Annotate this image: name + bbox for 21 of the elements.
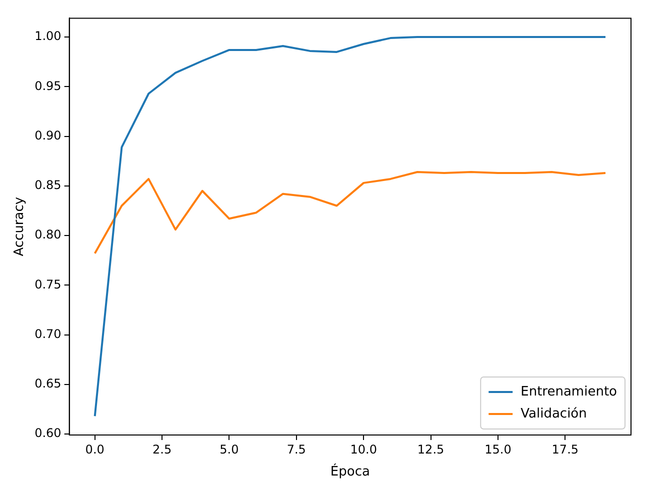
legend-label: Entrenamiento — [520, 384, 618, 400]
x-tick-label: 12.5 — [417, 442, 444, 456]
legend-label: Validación — [520, 406, 587, 422]
y-axis-title: Accuracy — [12, 196, 28, 256]
y-tick-label: 0.95 — [34, 78, 62, 93]
y-tick-label: 0.65 — [34, 376, 62, 391]
x-tick-label: 5.0 — [220, 442, 239, 456]
x-tick-label: 0.0 — [85, 442, 104, 456]
y-tick-label: 0.75 — [34, 277, 62, 292]
x-tick-label: 10.0 — [350, 442, 377, 456]
y-tick-label: 0.60 — [34, 426, 62, 440]
x-tick-label: 15.0 — [484, 442, 512, 456]
x-axis-title: Época — [330, 462, 370, 480]
x-tick-label: 17.5 — [552, 442, 579, 456]
y-tick-label: 1.00 — [34, 29, 62, 44]
x-tick-label: 2.5 — [152, 442, 172, 456]
y-tick-label: 0.70 — [34, 326, 62, 341]
x-tick-label: 7.5 — [286, 442, 306, 456]
y-tick-label: 0.85 — [34, 178, 62, 192]
y-tick-label: 0.90 — [34, 128, 62, 142]
y-tick-label: 0.80 — [34, 228, 62, 242]
